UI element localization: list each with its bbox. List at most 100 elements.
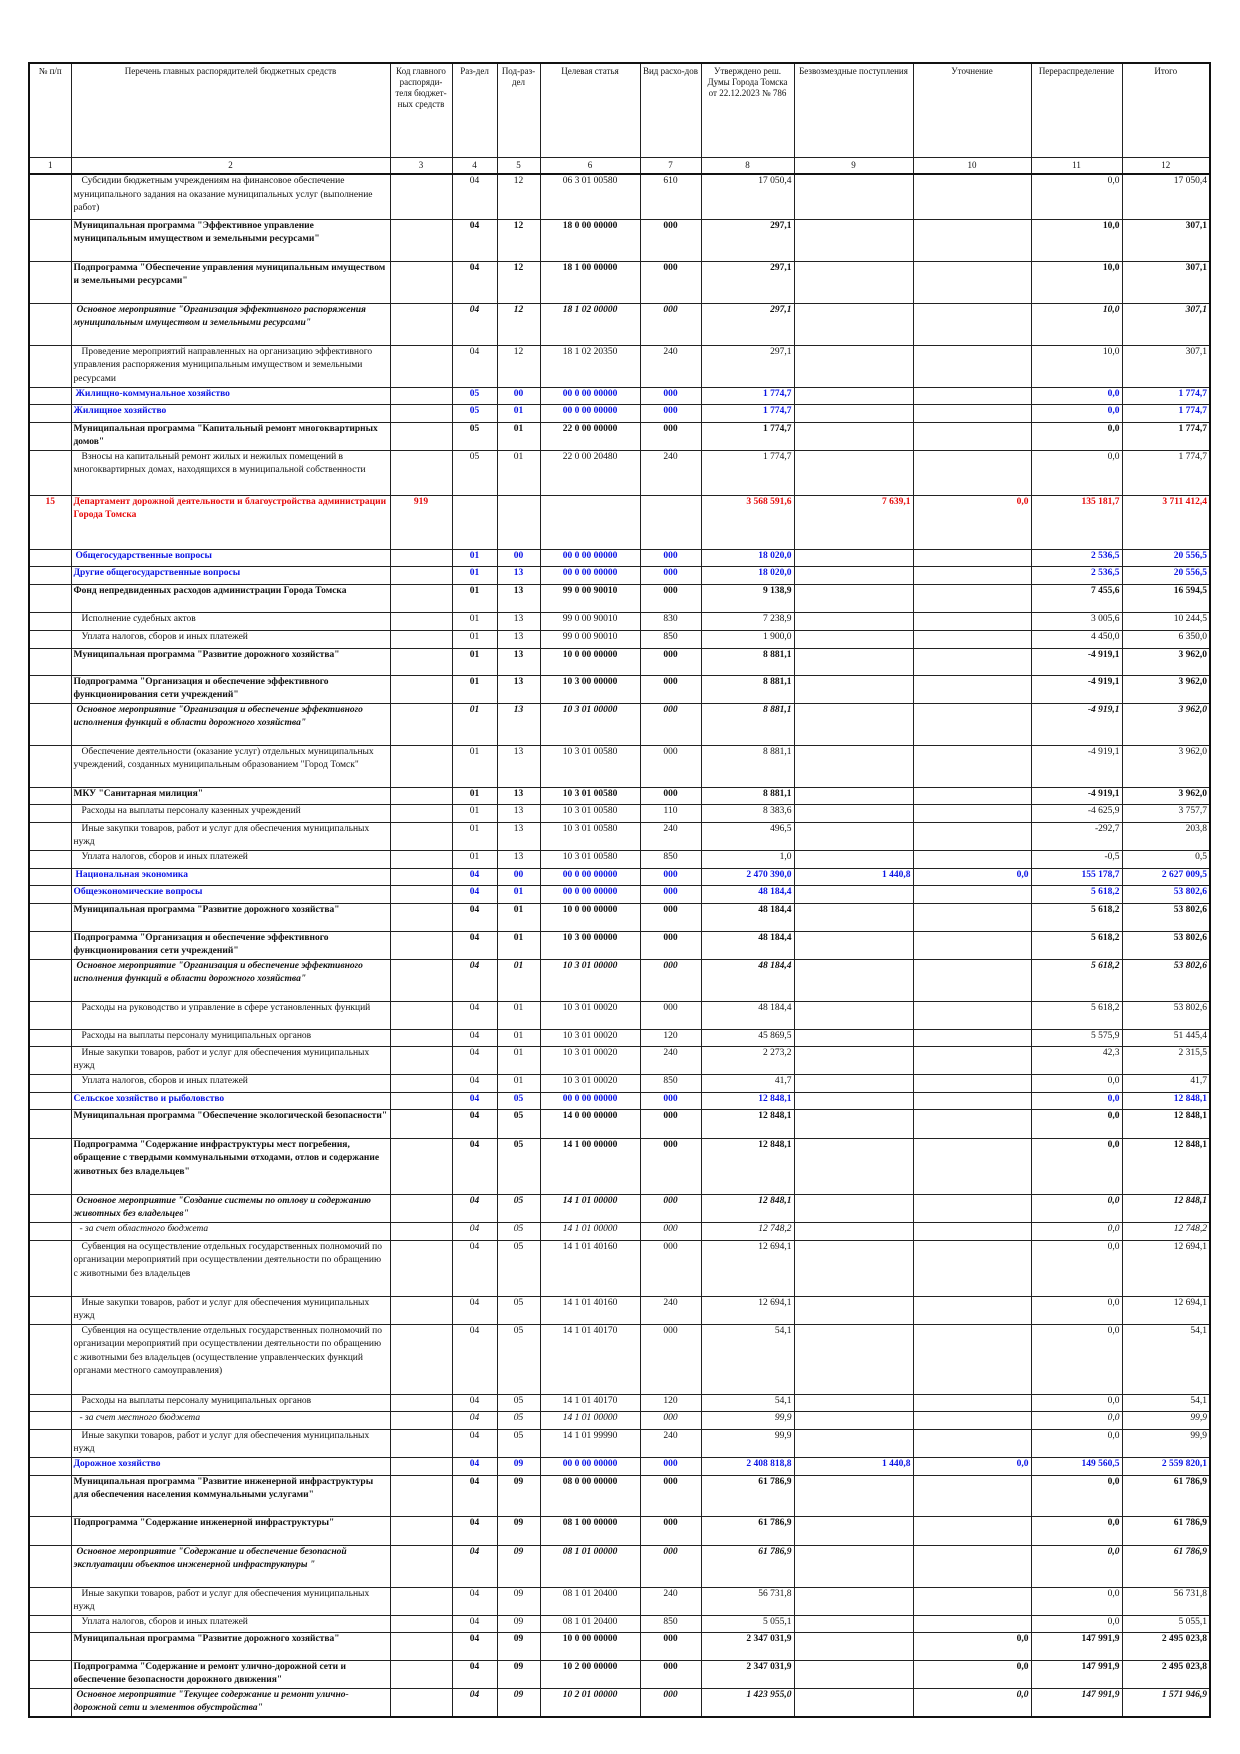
cell-code — [389, 1295, 453, 1325]
cell-clarification — [912, 786, 1032, 805]
cell-code — [389, 1428, 453, 1458]
cell-expense-type: 240 — [639, 1295, 702, 1325]
cell-num — [28, 611, 72, 631]
cell-name: Основное мероприятие "Текущее содержание… — [70, 1687, 391, 1717]
cell-subsection: 09 — [496, 1659, 541, 1689]
cell-section: 01 — [451, 821, 498, 851]
table-row: - за счет местного бюджета 04 05 14 1 01 00… — [28, 1410, 1211, 1430]
cell-target: 10 2 01 00000 — [539, 1687, 641, 1717]
cell-code — [389, 1221, 453, 1241]
cell-code — [389, 302, 453, 346]
cell-approved: 1 900,0 — [700, 629, 795, 649]
cell-subsection — [496, 494, 541, 550]
cell-expense-type: 000 — [639, 1687, 702, 1717]
cell-clarification — [912, 884, 1032, 904]
cell-code — [389, 867, 453, 886]
cell-expense-type: 240 — [639, 449, 702, 496]
cell-expense-type: 000 — [639, 744, 702, 788]
cell-num — [28, 1393, 72, 1412]
cell-target: 10 3 01 00580 — [539, 744, 641, 788]
cell-grants — [793, 674, 914, 704]
cell-subsection: 01 — [496, 930, 541, 960]
cell-name: Основное мероприятие "Организация эффект… — [70, 302, 391, 346]
cell-num — [28, 1000, 72, 1030]
cell-total: 3 962,0 — [1121, 674, 1211, 704]
cell-expense-type: 000 — [639, 302, 702, 346]
cell-target: 14 1 01 00000 — [539, 1193, 641, 1223]
cell-target: 18 1 02 00000 — [539, 302, 641, 346]
cell-section: 01 — [451, 786, 498, 805]
cell-section: 04 — [451, 1586, 498, 1616]
cell-name: Субвенция на осуществление отдельных гос… — [70, 1239, 391, 1297]
cell-section: 04 — [451, 1515, 498, 1546]
cell-total: 1 774,7 — [1121, 386, 1211, 405]
cell-target: 10 3 01 00580 — [539, 803, 641, 823]
cell-target: 00 0 00 00000 — [539, 403, 641, 423]
cell-subsection: 13 — [496, 647, 541, 676]
cell-section: 04 — [451, 1137, 498, 1195]
cell-subsection: 09 — [496, 1631, 541, 1661]
cell-grants — [793, 449, 914, 496]
cell-code — [389, 449, 453, 496]
cell-expense-type: 000 — [639, 583, 702, 613]
cell-num — [28, 958, 72, 1002]
cell-code — [389, 1193, 453, 1223]
cell-redistribution: -4 919,1 — [1030, 647, 1123, 676]
cell-grants — [793, 821, 914, 851]
cell-total: 12 748,2 — [1121, 1221, 1211, 1241]
cell-grants — [793, 1193, 914, 1223]
header-col-target: Целевая статья — [539, 62, 641, 158]
cell-clarification — [912, 1000, 1032, 1030]
cell-code — [389, 386, 453, 405]
cell-grants — [793, 1091, 914, 1110]
cell-name: Расходы на руководство и управление в сф… — [70, 1000, 391, 1030]
cell-total: 99,9 — [1121, 1410, 1211, 1430]
cell-total: 61 786,9 — [1121, 1544, 1211, 1588]
table-row: Иные закупки товаров, работ и услуг для … — [28, 821, 1211, 851]
cell-total: 3 962,0 — [1121, 744, 1211, 788]
cell-target: 22 0 00 00000 — [539, 421, 641, 451]
cell-approved: 2 347 031,9 — [700, 1659, 795, 1689]
cell-num — [28, 902, 72, 932]
cell-num — [28, 803, 72, 823]
cell-clarification — [912, 958, 1032, 1002]
column-number: 11 — [1030, 156, 1123, 175]
cell-section: 04 — [451, 1108, 498, 1139]
cell-redistribution: 0,0 — [1030, 1137, 1123, 1195]
cell-approved: 54,1 — [700, 1323, 795, 1395]
cell-num — [28, 930, 72, 960]
cell-num — [28, 1045, 72, 1075]
cell-redistribution: 2 536,5 — [1030, 548, 1123, 567]
table-row: Муниципальная программа "Капитальный рем… — [28, 421, 1211, 451]
cell-redistribution: 149 560,5 — [1030, 1456, 1123, 1476]
cell-subsection: 13 — [496, 565, 541, 585]
cell-subsection: 00 — [496, 867, 541, 886]
cell-target: 99 0 00 90010 — [539, 583, 641, 613]
cell-clarification — [912, 548, 1032, 567]
cell-code — [389, 583, 453, 613]
cell-redistribution: 10,0 — [1030, 218, 1123, 262]
cell-code — [389, 1456, 453, 1476]
cell-redistribution: 0,0 — [1030, 1295, 1123, 1325]
cell-code — [389, 849, 453, 869]
cell-expense-type: 110 — [639, 803, 702, 823]
cell-num — [28, 1295, 72, 1325]
column-number: 9 — [793, 156, 914, 175]
table-row: Подпрограмма "Содержание инженерной инфр… — [28, 1515, 1211, 1546]
cell-approved: 1 774,7 — [700, 386, 795, 405]
cell-clarification — [912, 629, 1032, 649]
cell-num — [28, 1028, 72, 1047]
cell-total: 1 774,7 — [1121, 449, 1211, 496]
cell-approved: 297,1 — [700, 218, 795, 262]
cell-approved: 9 138,9 — [700, 583, 795, 613]
table-row: Расходы на выплаты персоналу муниципальн… — [28, 1028, 1211, 1047]
cell-section: 04 — [451, 1091, 498, 1110]
cell-subsection: 01 — [496, 902, 541, 932]
cell-grants — [793, 1323, 914, 1395]
cell-name: Уплата налогов, сборов и иных платежей — [70, 849, 391, 869]
cell-expense-type: 000 — [639, 1221, 702, 1241]
cell-subsection: 13 — [496, 744, 541, 788]
cell-subsection: 01 — [496, 421, 541, 451]
cell-expense-type: 850 — [639, 849, 702, 869]
cell-total: 6 350,0 — [1121, 629, 1211, 649]
